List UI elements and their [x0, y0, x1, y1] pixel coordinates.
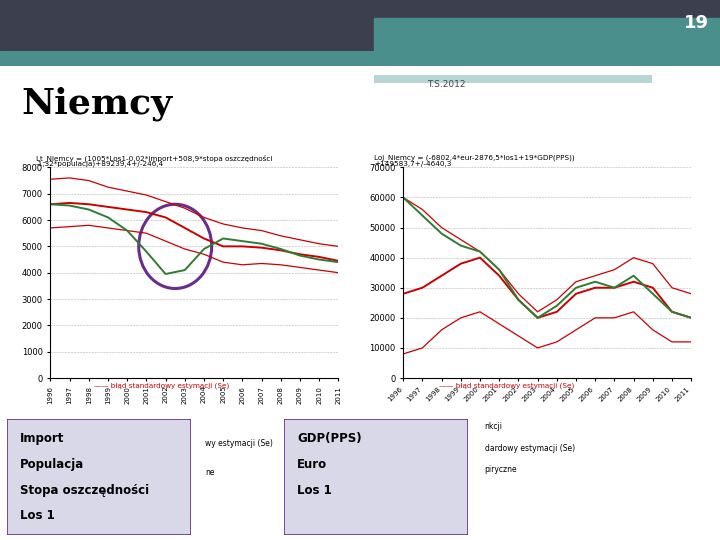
Text: +149583,7+/-4640,3: +149583,7+/-4640,3 [374, 161, 451, 167]
Text: —— błąd standardowy estymacji (Se): —— błąd standardowy estymacji (Se) [94, 382, 229, 389]
Text: Populacja: Populacja [20, 458, 84, 471]
Text: —— błąd standardowy estymacji (Se): —— błąd standardowy estymacji (Se) [439, 382, 575, 389]
Text: wy estymacji (Se): wy estymacji (Se) [205, 438, 273, 448]
Text: GDP(PPS): GDP(PPS) [297, 433, 362, 446]
Text: 19: 19 [684, 14, 709, 32]
Text: Los 1: Los 1 [20, 509, 55, 522]
Text: Import: Import [20, 433, 64, 446]
Text: Euro: Euro [297, 458, 328, 471]
Text: Lt_Niemcy = (1005*Los1-0,02*import+508,9*stopa oszczędności: Lt_Niemcy = (1005*Los1-0,02*import+508,9… [36, 154, 272, 161]
Text: Los 1: Los 1 [297, 483, 332, 496]
Text: T.S.2012: T.S.2012 [427, 80, 466, 89]
FancyBboxPatch shape [7, 418, 191, 535]
Text: Loj_Niemcy = (-6802,4*eur-2876,5*los1+19*GDP(PPS)): Loj_Niemcy = (-6802,4*eur-2876,5*los1+19… [374, 154, 575, 161]
Text: dardowy estymacji (Se): dardowy estymacji (Se) [485, 444, 575, 453]
Text: Stopa oszczędności: Stopa oszczędności [20, 483, 149, 496]
Text: ne: ne [205, 468, 215, 477]
Text: Niemcy: Niemcy [22, 86, 173, 121]
Text: piryczne: piryczne [485, 465, 517, 475]
Text: nkcji: nkcji [485, 422, 503, 431]
FancyBboxPatch shape [284, 418, 468, 535]
Bar [374, 18, 720, 51]
Text: -1,32*populacja)+89239,4+/-246,4: -1,32*populacja)+89239,4+/-246,4 [36, 161, 164, 167]
